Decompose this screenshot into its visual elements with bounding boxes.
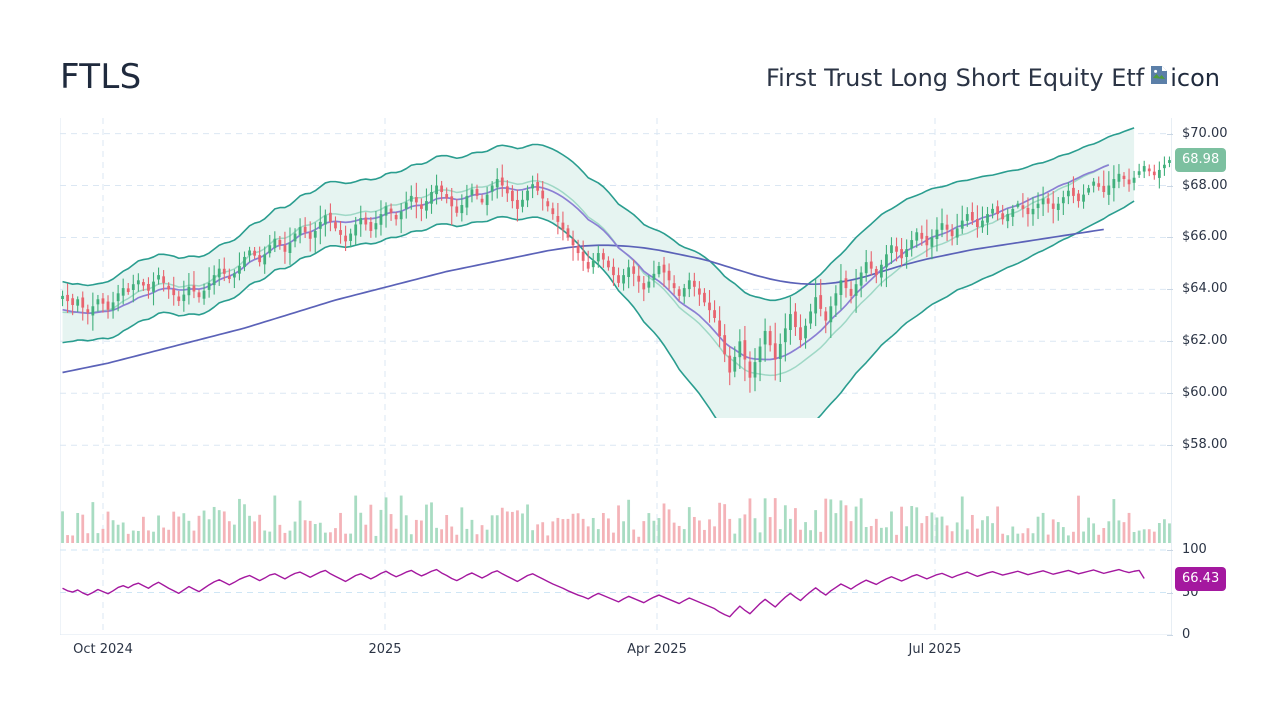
price-tick-label: $58.00 [1182, 437, 1228, 453]
rsi-line-series[interactable] [62, 568, 1145, 618]
moving-average-fast-line [62, 164, 1110, 361]
chart-header: FTLS First Trust Long Short Equity Etf i… [0, 55, 1280, 115]
company-name-block: First Trust Long Short Equity Etf icon [766, 61, 1220, 95]
price-chart-plot[interactable] [60, 118, 1172, 635]
price-tick-label: $66.00 [1182, 229, 1228, 245]
price-tick-mark [1167, 393, 1173, 395]
rsi-tick-mark [1167, 635, 1173, 636]
company-name: First Trust Long Short Equity Etf [766, 64, 1145, 92]
time-tick-label: Jul 2025 [908, 642, 962, 657]
current-price-badge: 68.98 [1175, 148, 1227, 173]
time-tick-label: Apr 2025 [627, 642, 687, 657]
price-tick-label: $60.00 [1182, 385, 1228, 401]
rsi-tick-mark [1167, 592, 1173, 594]
rsi-tick-label: 100 [1182, 542, 1207, 557]
price-tick-mark [1167, 289, 1173, 291]
bollinger-middle-line [62, 163, 1110, 377]
price-tick-mark [1167, 445, 1173, 447]
time-axis: Oct 2024 2025 Apr 2025 Jul 2025 [0, 640, 1280, 666]
broken-image-glyph [1151, 66, 1168, 84]
price-axis: $70.00 $68.00 $66.00 $64.00 $62.00 $60.00 $58.… [1167, 110, 1280, 650]
ticker-symbol: FTLS [60, 57, 142, 97]
price-tick-label: $64.00 [1182, 281, 1228, 297]
time-tick-label: Oct 2024 [73, 642, 133, 657]
rsi-tick-mark [1167, 550, 1173, 551]
rsi-tick-label: 0 [1182, 627, 1191, 642]
price-tick-label: $68.00 [1182, 177, 1228, 193]
price-tick-mark [1167, 237, 1173, 239]
volume-bar-series[interactable] [61, 495, 1171, 543]
price-tick-mark [1167, 185, 1173, 187]
broken-image-alt-text: icon [1170, 64, 1220, 92]
time-tick-label: 2025 [368, 642, 402, 657]
price-tick-mark [1167, 341, 1173, 343]
chart-canvas[interactable] [60, 118, 1172, 635]
broken-image-icon: icon [1150, 63, 1220, 93]
current-rsi-badge: 66.43 [1175, 566, 1227, 591]
price-tick-label: $62.00 [1182, 333, 1228, 349]
candlestick-series[interactable] [61, 156, 1171, 393]
price-tick-label: $70.00 [1182, 125, 1228, 141]
bollinger-band-fill [62, 127, 1135, 418]
price-tick-mark [1167, 133, 1173, 135]
